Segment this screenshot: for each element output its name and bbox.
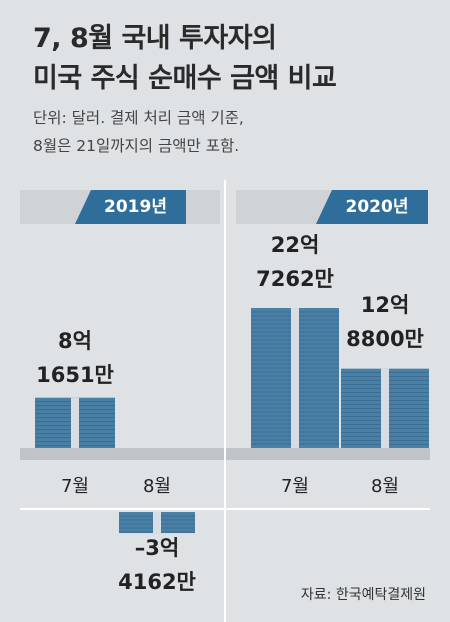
category-label-2019년-8월: 8월: [143, 476, 171, 497]
value-label-2020년-7월-1: 7262만: [256, 267, 334, 291]
year-badge-2019: 2019년: [75, 190, 186, 224]
year-badge-2020: 2020년: [316, 190, 428, 224]
value-label-2019년-7월-0: 8억: [58, 329, 92, 353]
value-label-2020년-8월-1: 8800만: [346, 327, 424, 351]
money-stack-2019년-7월: [35, 397, 115, 448]
value-label-2020년-8월-0: 12억: [361, 293, 410, 317]
money-stack-2019년-8월: [119, 512, 195, 534]
value-label-2019년-7월-1: 1651만: [36, 363, 114, 387]
value-label-2019년-8월-0: –3억: [135, 536, 179, 560]
money-stack-2020년-7월: [251, 308, 339, 448]
value-label-2019년-8월-1: 4162만: [118, 570, 196, 594]
title-line-1: 7, 8월 국내 투자자의: [33, 23, 277, 54]
category-label-2020년-8월: 8월: [371, 476, 399, 497]
year-divider: [224, 180, 226, 622]
note-line-2: 8월은 21일까지의 금액만 포함.: [33, 137, 240, 155]
category-label-2020년-7월: 7월: [281, 476, 309, 497]
note-line-1: 단위: 달러. 결제 처리 금액 기준,: [33, 109, 244, 127]
money-stack-2020년-8월: [341, 368, 429, 448]
source-credit: 자료: 한국예탁결제원: [300, 587, 426, 603]
category-label-2019년-7월: 7월: [61, 476, 89, 497]
title-line-2: 미국 주식 순매수 금액 비교: [33, 63, 337, 94]
value-label-2020년-7월-0: 22억: [271, 233, 320, 257]
